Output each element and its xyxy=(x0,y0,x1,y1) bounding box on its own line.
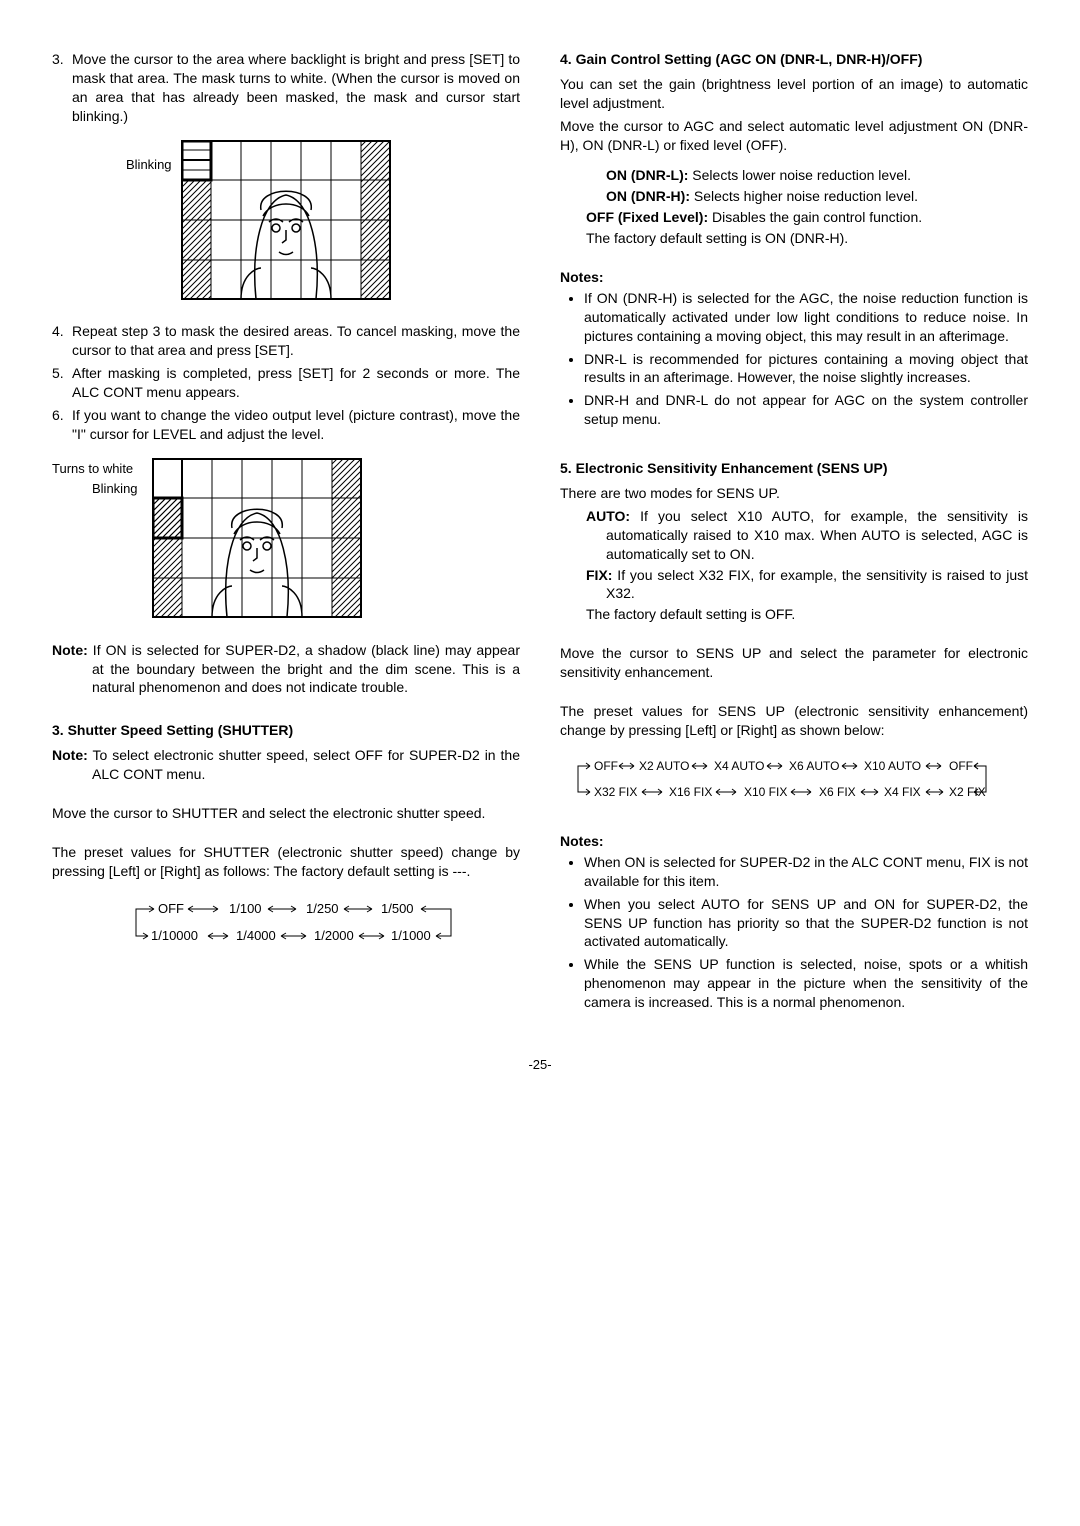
figure-2-svg xyxy=(152,458,362,618)
svg-text:X10 FIX: X10 FIX xyxy=(744,785,787,799)
section-4-title: 4. Gain Control Setting (AGC ON (DNR-L, … xyxy=(560,50,1028,69)
left-column: 3. Move the cursor to the area where bac… xyxy=(52,50,520,1016)
sec5-p2: Move the cursor to SENS UP and select th… xyxy=(560,644,1028,682)
sec5-bullet-1: When ON is selected for SUPER-D2 in the … xyxy=(584,853,1028,891)
step-5: 5. After masking is completed, press [SE… xyxy=(52,364,520,402)
figure-blinking: Blinking xyxy=(52,140,520,305)
svg-text:1/1000: 1/1000 xyxy=(391,928,431,943)
svg-text:OFF: OFF xyxy=(949,759,973,773)
svg-text:X32 FIX: X32 FIX xyxy=(594,785,637,799)
shutter-cycle-svg: OFF 1/100 1/250 1/500 1/10000 1/4000 1/2… xyxy=(116,895,476,951)
fig2-label2: Blinking xyxy=(92,480,138,498)
sec4-p1: You can set the gain (brightness level p… xyxy=(560,75,1028,113)
svg-text:1/500: 1/500 xyxy=(381,901,414,916)
note-text: To select electronic shutter speed, sele… xyxy=(88,747,520,782)
shutter-cycle: OFF 1/100 1/250 1/500 1/10000 1/4000 1/2… xyxy=(116,895,456,957)
sec5-bullet-3: While the SENS UP function is selected, … xyxy=(584,955,1028,1012)
svg-text:1/250: 1/250 xyxy=(306,901,339,916)
sec4-def1: ON (DNR-L): Selects lower noise reductio… xyxy=(586,166,1028,185)
def-label: ON (DNR-H): xyxy=(606,188,690,204)
svg-text:X10 AUTO: X10 AUTO xyxy=(864,759,921,773)
page-number: -25- xyxy=(52,1056,1028,1074)
def-label: ON (DNR-L): xyxy=(606,167,688,183)
def-label: FIX: xyxy=(586,567,612,583)
note-superd2: Note: If ON is selected for SUPER-D2, a … xyxy=(52,641,520,698)
sec5-def2: FIX: If you select X32 FIX, for example,… xyxy=(586,566,1028,604)
note-label: Note: xyxy=(52,747,88,763)
svg-text:1/2000: 1/2000 xyxy=(314,928,354,943)
sec3-note: Note: To select electronic shutter speed… xyxy=(52,746,520,784)
sec4-default: The factory default setting is ON (DNR-H… xyxy=(586,229,1028,248)
note-text: If ON is selected for SUPER-D2, a shadow… xyxy=(88,642,520,696)
svg-text:1/4000: 1/4000 xyxy=(236,928,276,943)
sec4-bullet-1: If ON (DNR-H) is selected for the AGC, t… xyxy=(584,289,1028,346)
right-column: 4. Gain Control Setting (AGC ON (DNR-L, … xyxy=(560,50,1028,1016)
svg-text:X2 AUTO: X2 AUTO xyxy=(639,759,689,773)
def-label: OFF (Fixed Level): xyxy=(586,209,708,225)
sec5-def1: AUTO: If you select X10 AUTO, for exampl… xyxy=(586,507,1028,564)
step-number: 6. xyxy=(52,406,72,444)
step-3: 3. Move the cursor to the area where bac… xyxy=(52,50,520,126)
sec4-p2: Move the cursor to AGC and select automa… xyxy=(560,117,1028,155)
fig2-label1: Turns to white xyxy=(52,460,133,478)
sec4-notes-label: Notes: xyxy=(560,268,1028,287)
sec5-p3: The preset values for SENS UP (electroni… xyxy=(560,702,1028,740)
sec5-bullet-2: When you select AUTO for SENS UP and ON … xyxy=(584,895,1028,952)
section-5-title: 5. Electronic Sensitivity Enhancement (S… xyxy=(560,459,1028,478)
def-text: Selects lower noise reduction level. xyxy=(688,167,911,183)
svg-text:X6 FIX: X6 FIX xyxy=(819,785,856,799)
svg-text:OFF: OFF xyxy=(158,901,184,916)
sec4-bullet-2: DNR-L is recommended for pictures contai… xyxy=(584,350,1028,388)
fig1-label: Blinking xyxy=(126,156,172,174)
svg-text:1/10000: 1/10000 xyxy=(151,928,198,943)
svg-text:OFF: OFF xyxy=(594,759,618,773)
step-text: Move the cursor to the area where backli… xyxy=(72,50,520,126)
sens-cycle-svg: OFF X2 AUTO X4 AUTO X6 AUTO X10 AUTO OFF… xyxy=(564,754,1034,810)
note-label: Note: xyxy=(52,642,88,658)
def-text: Selects higher noise reduction level. xyxy=(690,188,918,204)
sec5-default: The factory default setting is OFF. xyxy=(586,605,1028,624)
svg-text:X16 FIX: X16 FIX xyxy=(669,785,712,799)
section-3-title: 3. Shutter Speed Setting (SHUTTER) xyxy=(52,721,520,740)
svg-text:X6 AUTO: X6 AUTO xyxy=(789,759,839,773)
sec4-def2: ON (DNR-H): Selects higher noise reducti… xyxy=(586,187,1028,206)
step-6: 6. If you want to change the video outpu… xyxy=(52,406,520,444)
svg-text:1/100: 1/100 xyxy=(229,901,262,916)
figure-1-svg xyxy=(181,140,391,300)
def-text: Disables the gain control function. xyxy=(708,209,922,225)
def-text: If you select X32 FIX, for example, the … xyxy=(606,567,1028,602)
sens-cycle: OFF X2 AUTO X4 AUTO X6 AUTO X10 AUTO OFF… xyxy=(564,754,1024,816)
step-text: Repeat step 3 to mask the desired areas.… xyxy=(72,322,520,360)
def-label: AUTO: xyxy=(586,508,630,524)
step-text: After masking is completed, press [SET] … xyxy=(72,364,520,402)
sec5-p1: There are two modes for SENS UP. xyxy=(560,484,1028,503)
sec4-bullet-3: DNR-H and DNR-L do not appear for AGC on… xyxy=(584,391,1028,429)
step-number: 3. xyxy=(52,50,72,126)
sec5-notes-label: Notes: xyxy=(560,832,1028,851)
step-number: 4. xyxy=(52,322,72,360)
svg-text:X4 AUTO: X4 AUTO xyxy=(714,759,764,773)
step-text: If you want to change the video output l… xyxy=(72,406,520,444)
sec4-def3: OFF (Fixed Level): Disables the gain con… xyxy=(586,208,1028,227)
step-4: 4. Repeat step 3 to mask the desired are… xyxy=(52,322,520,360)
step-number: 5. xyxy=(52,364,72,402)
svg-text:X4 FIX: X4 FIX xyxy=(884,785,921,799)
figure-white-blinking: Turns to white Blinking xyxy=(52,458,520,623)
def-text: If you select X10 AUTO, for example, the… xyxy=(606,508,1028,562)
sec3-p2: The preset values for SHUTTER (electroni… xyxy=(52,843,520,881)
sec3-p1: Move the cursor to SHUTTER and select th… xyxy=(52,804,520,823)
